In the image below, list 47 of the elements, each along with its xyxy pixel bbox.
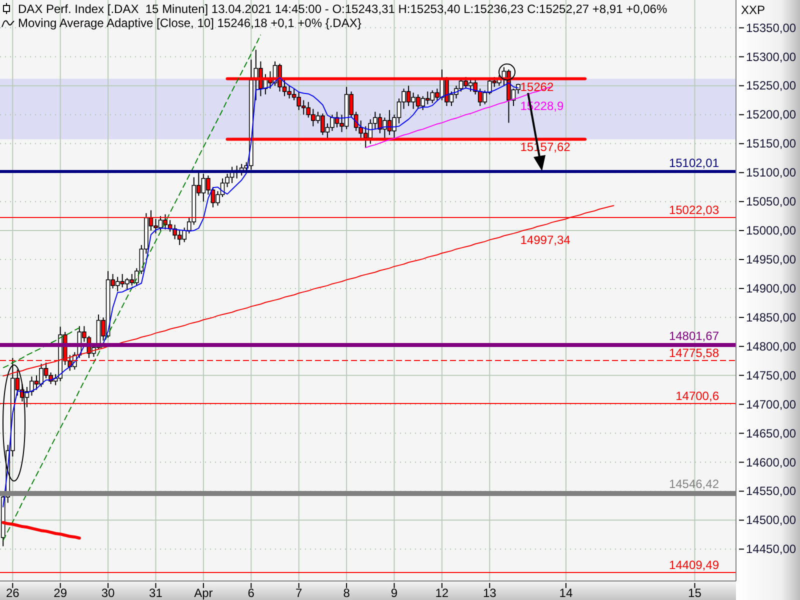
line-series [2,520,81,540]
ref-line-label: 15102,01 [668,156,720,170]
ref-line-label: 15022,03 [668,203,720,217]
y-tick-label: 15200,00 [746,108,796,122]
x-tick-label: 8 [343,586,350,600]
ref-line-label: 14775,58 [668,346,720,360]
y-tick-label: 14650,00 [746,426,796,440]
y-tick-label: 15050,00 [746,194,796,209]
x-tick-label: 31 [149,586,163,600]
y-tick-label: 15250,00 [746,78,796,93]
chart-title: DAX Perf. Index [.DAX 15 Minuten] 13.04.2021 14:45:00 - O:15243,31 H:15253,40 L:15236,23 C:15252,27 +8,91 +0,06% [18,2,668,16]
ref-line-label: 14409,49 [668,558,720,572]
y-tick-label: 14800,00 [746,339,796,354]
y-tick-label: 14750,00 [746,368,796,382]
x-tick-label: 12 [435,586,449,600]
ref-line-label: 14546,42 [668,477,720,491]
x-tick-label: 9 [390,586,398,600]
x-tick-label: 15 [688,586,702,600]
y-tick-label: 14600,00 [746,455,796,470]
x-tick-label: 26 [6,586,20,600]
data-label: 15262 [520,80,554,94]
y-tick-label: 15100,00 [746,166,796,180]
y-tick-label: 15150,00 [746,136,796,151]
x-tick-label: Apr [194,586,213,600]
line-series [2,34,262,541]
ref-line-label: 14801,67 [668,329,720,343]
y-axis-title: XXP [741,3,766,17]
y-tick-label: 14500,00 [746,513,796,528]
y-tick-label: 15000,00 [746,224,796,238]
text: Moving Average Adaptive [Close, 10] 15246,18 +0,1 +0% {.DAX} [18,16,362,30]
x-tick-label: 13 [482,586,497,600]
x-tick-label: 30 [101,586,116,600]
y-tick-label: 14850,00 [746,310,796,324]
y-tick-label: 14700,00 [746,397,796,412]
y-tick-label: 14950,00 [746,252,796,267]
data-label: 14997,34 [520,232,571,247]
y-tick-label: 14450,00 [746,542,796,556]
y-tick-label: 15300,00 [746,50,796,64]
x-tick-label: 7 [295,586,302,600]
x-tick-label: 6 [248,586,255,600]
x-tick-label: 29 [54,586,68,600]
y-tick-label: 14900,00 [746,281,796,296]
y-tick-label: 15350,00 [746,20,796,35]
y-tick-label: 14550,00 [746,484,796,498]
ref-line-label: 14700,6 [676,389,720,403]
x-tick-label: 14 [559,586,573,600]
line-series [2,327,80,368]
